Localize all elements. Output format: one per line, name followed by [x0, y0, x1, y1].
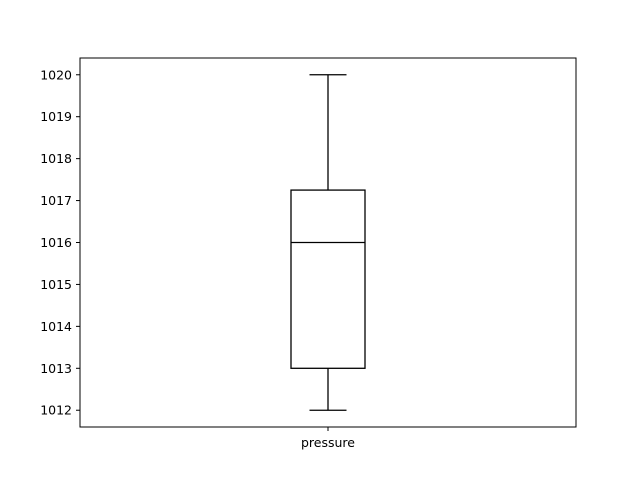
y-tick-label: 1013 — [40, 361, 72, 376]
y-tick-label: 1014 — [40, 319, 72, 334]
x-axis: pressure — [301, 427, 355, 450]
box-series — [290, 74, 366, 411]
x-tick-label: pressure — [301, 435, 355, 450]
y-tick-label: 1020 — [40, 67, 72, 82]
y-axis: 1012 1013 1014 1015 1016 1017 1018 1019 1020 — [40, 67, 80, 418]
y-tick-label: 1019 — [40, 109, 72, 124]
y-tick-label: 1015 — [40, 277, 72, 292]
y-tick-label: 1018 — [40, 151, 72, 166]
y-tick-label: 1017 — [40, 193, 72, 208]
box-pressure — [290, 74, 366, 411]
y-tick-label: 1012 — [40, 403, 72, 418]
y-tick-label: 1016 — [40, 235, 72, 250]
iqr-box — [290, 189, 366, 369]
